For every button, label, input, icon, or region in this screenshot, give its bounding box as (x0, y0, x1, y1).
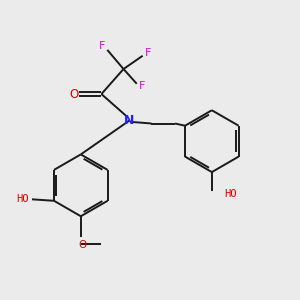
Text: F: F (139, 81, 145, 91)
Text: F: F (145, 48, 151, 59)
Text: O: O (78, 240, 86, 250)
Text: O: O (69, 88, 79, 100)
Text: N: N (124, 114, 135, 127)
Text: HO: HO (16, 194, 29, 204)
Text: HO: HO (225, 189, 237, 199)
Text: F: F (99, 41, 105, 51)
